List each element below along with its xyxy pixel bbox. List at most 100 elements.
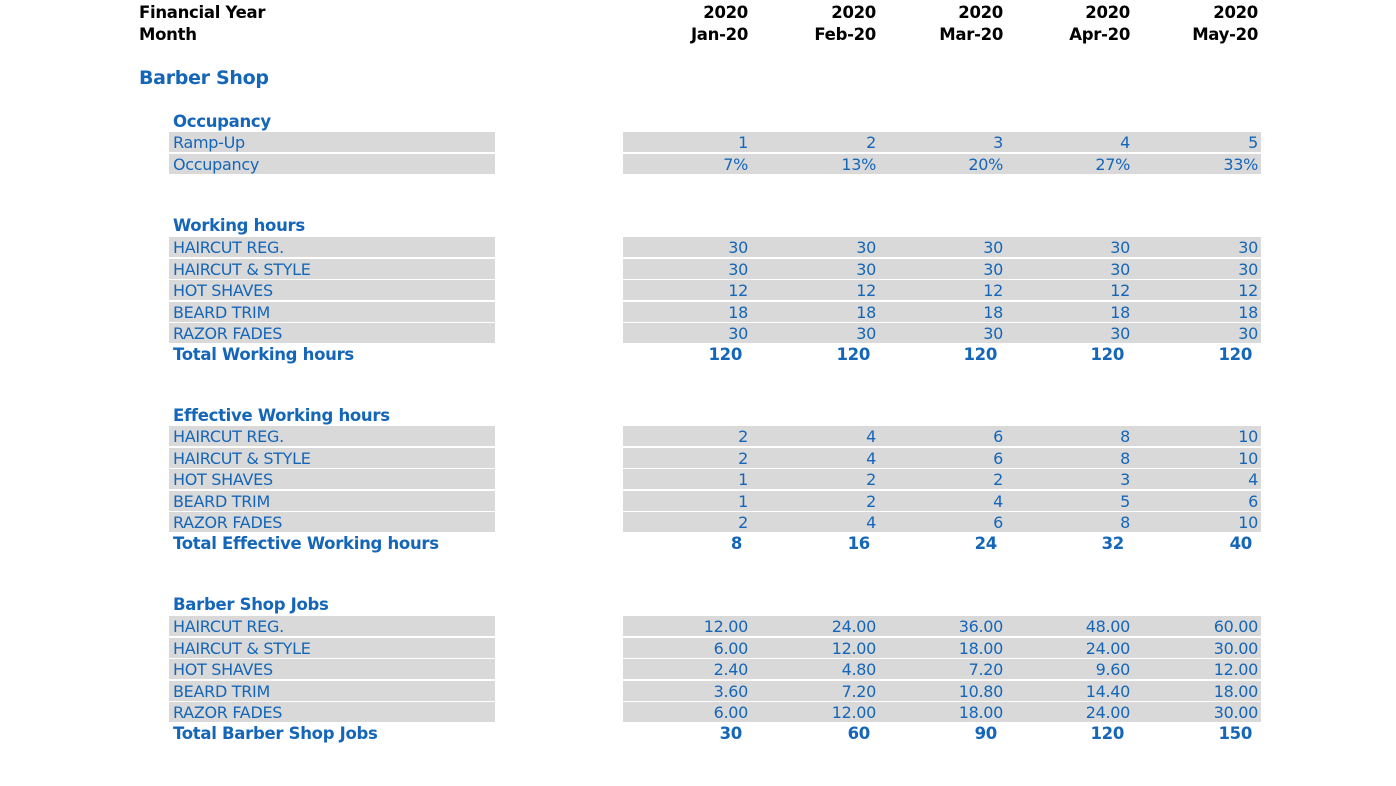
row-value: 1	[738, 491, 748, 511]
row-values-bg	[623, 280, 1261, 301]
row-value: 8	[1120, 513, 1130, 533]
row-value: 6.00	[713, 703, 749, 723]
row-label: RAZOR FADES	[173, 703, 283, 723]
row-value: 18	[1238, 302, 1258, 322]
row-value: 10	[1238, 513, 1258, 533]
row-value: 48.00	[1085, 617, 1131, 636]
row-value: 36.00	[958, 617, 1004, 636]
row-value: 30	[1238, 259, 1258, 279]
row-value: 30.00	[1213, 638, 1259, 658]
row-value: 60.00	[1213, 617, 1259, 636]
year-col-4: 2020	[1085, 3, 1130, 22]
row-value: 6	[1248, 491, 1258, 511]
row-value: 10.80	[958, 681, 1004, 701]
row-label: HAIRCUT & STYLE	[173, 448, 311, 468]
row-value: 5	[1248, 133, 1258, 152]
row-label: BEARD TRIM	[173, 302, 270, 322]
row-value: 14.40	[1085, 681, 1131, 701]
row-value: 8	[1120, 427, 1130, 446]
month-col-3: Mar-20	[939, 25, 1003, 44]
row-value: 4.80	[841, 660, 877, 680]
row-value: 18	[983, 302, 1003, 322]
section-title: Barber Shop	[139, 67, 269, 89]
row-value: 2	[866, 470, 876, 490]
row-value: 6	[993, 513, 1003, 533]
row-label-bg	[169, 280, 495, 301]
row-label-bg	[169, 447, 495, 468]
working_hours-total-label: Total Working hours	[173, 345, 354, 364]
row-value: 4	[1120, 133, 1130, 152]
row-value: 2.40	[713, 660, 749, 680]
working_hours-title: Working hours	[173, 216, 305, 235]
row-label-bg	[169, 426, 495, 446]
row-label: HAIRCUT & STYLE	[173, 638, 311, 658]
row-value: 3	[1120, 470, 1130, 490]
row-label: BEARD TRIM	[173, 681, 270, 701]
row-value: 12	[983, 281, 1003, 301]
row-value: 30.00	[1213, 703, 1259, 723]
working_hours-total-value: 120	[1090, 345, 1124, 364]
row-value: 4	[1248, 470, 1258, 490]
row-value: 4	[866, 448, 876, 468]
row-values-bg	[623, 426, 1261, 446]
row-values-bg	[623, 258, 1261, 279]
row-value: 18	[728, 302, 748, 322]
month-col-4: Apr-20	[1069, 25, 1130, 44]
row-value: 30	[1110, 259, 1130, 279]
row-label: RAZOR FADES	[173, 513, 283, 533]
jobs-total-value: 90	[974, 724, 998, 743]
row-value: 27%	[1095, 154, 1130, 174]
row-values-bg	[623, 680, 1261, 701]
row-value: 3.60	[713, 681, 749, 701]
row-value: 30	[1110, 238, 1130, 257]
row-label: Ramp-Up	[173, 133, 245, 152]
row-value: 2	[866, 133, 876, 152]
row-value: 2	[738, 513, 748, 533]
row-label-bg	[169, 512, 495, 533]
row-label-bg	[169, 323, 495, 344]
row-value: 7.20	[968, 660, 1004, 680]
year-col-5: 2020	[1213, 3, 1258, 22]
year-col-2: 2020	[831, 3, 876, 22]
row-label: BEARD TRIM	[173, 491, 270, 511]
working_hours-total-value: 120	[963, 345, 997, 364]
row-value: 2	[993, 470, 1003, 490]
row-value: 30	[728, 324, 748, 344]
row-value: 18	[856, 302, 876, 322]
row-values-bg	[623, 447, 1261, 468]
row-values-bg	[623, 616, 1261, 636]
row-value: 12	[1110, 281, 1130, 301]
effective_hours-title: Effective Working hours	[173, 406, 390, 425]
month-col-5: May-20	[1192, 25, 1258, 44]
row-value: 18.00	[1213, 681, 1259, 701]
year-col-3: 2020	[958, 3, 1003, 22]
year-col-1: 2020	[703, 3, 748, 22]
effective_hours-total-value: 8	[730, 534, 742, 553]
row-value: 12.00	[1213, 660, 1259, 680]
row-label: HAIRCUT REG.	[173, 238, 284, 257]
row-value: 5	[1120, 491, 1130, 511]
row-value: 30	[983, 324, 1003, 344]
row-value: 30	[856, 238, 876, 257]
row-label-bg	[169, 702, 495, 723]
row-values-bg	[623, 132, 1261, 152]
row-value: 30	[728, 259, 748, 279]
row-values-bg	[623, 323, 1261, 344]
occupancy-title: Occupancy	[173, 112, 271, 131]
row-value: 18	[1110, 302, 1130, 322]
row-value: 18.00	[958, 638, 1004, 658]
row-value: 18.00	[958, 703, 1004, 723]
row-label-bg	[169, 680, 495, 701]
row-value: 8	[1120, 448, 1130, 468]
row-value: 2	[866, 491, 876, 511]
row-value: 6	[993, 448, 1003, 468]
row-value: 33%	[1223, 154, 1258, 174]
row-value: 12	[1238, 281, 1258, 301]
row-value: 10	[1238, 448, 1258, 468]
row-value: 12.00	[703, 617, 749, 636]
effective_hours-total-value: 40	[1229, 534, 1253, 553]
row-value: 12	[856, 281, 876, 301]
row-value: 13%	[841, 154, 876, 174]
row-label-bg	[169, 469, 495, 490]
row-label-bg	[169, 616, 495, 636]
